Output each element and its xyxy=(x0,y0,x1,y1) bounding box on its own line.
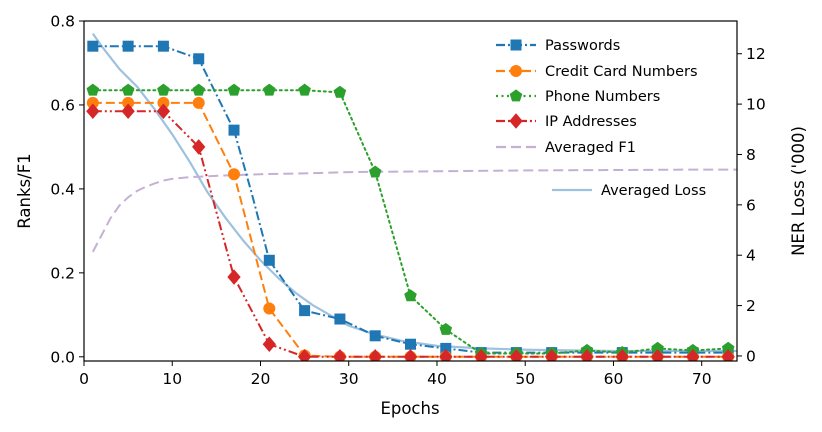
legend-label: Credit Card Numbers xyxy=(545,64,698,80)
y-right-tick-label: 12 xyxy=(746,45,766,63)
data-point xyxy=(439,322,453,335)
legend-marker xyxy=(509,89,523,102)
data-point xyxy=(262,336,276,352)
series-line xyxy=(91,168,737,253)
data-point xyxy=(474,349,488,361)
data-point xyxy=(580,349,594,361)
data-point xyxy=(263,302,276,315)
plot-frame xyxy=(83,20,738,362)
series-ip-addresses xyxy=(86,103,735,361)
data-point xyxy=(721,349,735,361)
series-credit-card-numbers xyxy=(86,96,735,361)
series-phone-numbers xyxy=(86,83,735,359)
y-right-tick-label: 0 xyxy=(746,347,756,365)
data-point xyxy=(263,254,275,266)
y-right-tick-label: 2 xyxy=(746,297,756,315)
data-point xyxy=(297,349,312,361)
data-point xyxy=(227,83,241,96)
data-point xyxy=(122,40,134,52)
series-averaged-f1 xyxy=(91,168,737,253)
legend-label: Passwords xyxy=(545,38,620,54)
y-right-axis-label: NER Loss ('000) xyxy=(789,126,808,256)
plot-series xyxy=(86,32,737,361)
data-point xyxy=(369,330,381,342)
data-point xyxy=(368,165,382,178)
legend-label: Averaged Loss xyxy=(601,183,706,199)
x-tick-label: 10 xyxy=(162,370,182,388)
data-point xyxy=(405,338,416,350)
data-point xyxy=(87,40,99,52)
y-axis-label: Ranks/F1 xyxy=(15,153,34,228)
legend-marker xyxy=(510,65,522,77)
x-tick-label: 20 xyxy=(251,370,271,388)
y-tick-label: 0.0 xyxy=(50,348,75,366)
data-point xyxy=(615,349,629,361)
data-point xyxy=(121,83,135,96)
y-tick-label: 0.2 xyxy=(50,264,75,282)
data-point xyxy=(228,124,240,136)
data-point xyxy=(650,349,665,361)
x-tick-label: 70 xyxy=(692,370,712,388)
legend-label: IP Addresses xyxy=(545,114,637,130)
data-point xyxy=(193,53,205,65)
data-point xyxy=(439,349,453,361)
data-point xyxy=(545,349,559,361)
y-right-tick-label: 8 xyxy=(746,146,756,164)
data-point xyxy=(156,103,171,120)
data-point xyxy=(299,305,311,317)
data-point xyxy=(192,96,205,109)
data-point xyxy=(192,83,206,96)
data-point xyxy=(86,103,100,120)
x-tick-label: 60 xyxy=(604,370,624,388)
x-tick-label: 40 xyxy=(427,370,447,388)
x-axis-label: Epochs xyxy=(380,399,439,418)
data-point xyxy=(192,139,206,155)
legend: Passwords Credit Card Numbers Phone Number… xyxy=(496,38,706,199)
y-right-tick-label: 4 xyxy=(746,247,756,265)
legend-label: Averaged F1 xyxy=(545,140,636,156)
data-point xyxy=(157,40,169,52)
data-point xyxy=(263,83,276,96)
data-point xyxy=(509,349,524,361)
data-point xyxy=(228,168,241,181)
data-point xyxy=(121,103,135,120)
data-point xyxy=(86,83,100,96)
x-tick-label: 0 xyxy=(79,370,89,388)
data-point xyxy=(333,349,347,361)
data-point xyxy=(368,349,382,361)
legend-marker xyxy=(509,113,523,129)
y-right-tick-label: 10 xyxy=(746,96,766,114)
x-tick-label: 50 xyxy=(515,370,535,388)
y-tick-label: 0.4 xyxy=(50,180,75,198)
data-point xyxy=(227,269,241,285)
data-point xyxy=(334,313,346,325)
data-point xyxy=(333,85,347,98)
legend-label: Phone Numbers xyxy=(545,89,660,105)
y-right-tick-label: 6 xyxy=(746,196,756,214)
data-point xyxy=(403,349,418,361)
axis-ticks: 0 10 20 30 40 50 60 70 0.0 0.2 0.4 0.6 0.8 0 2 4 6 8 10 12 xyxy=(50,13,765,389)
x-tick-label: 30 xyxy=(339,370,359,388)
legend-marker xyxy=(510,39,522,51)
data-point xyxy=(298,83,311,96)
y-tick-label: 0.6 xyxy=(50,96,75,114)
data-point xyxy=(404,289,417,302)
data-point xyxy=(157,83,170,96)
y-tick-label: 0.8 xyxy=(50,13,75,31)
data-point xyxy=(686,349,700,361)
